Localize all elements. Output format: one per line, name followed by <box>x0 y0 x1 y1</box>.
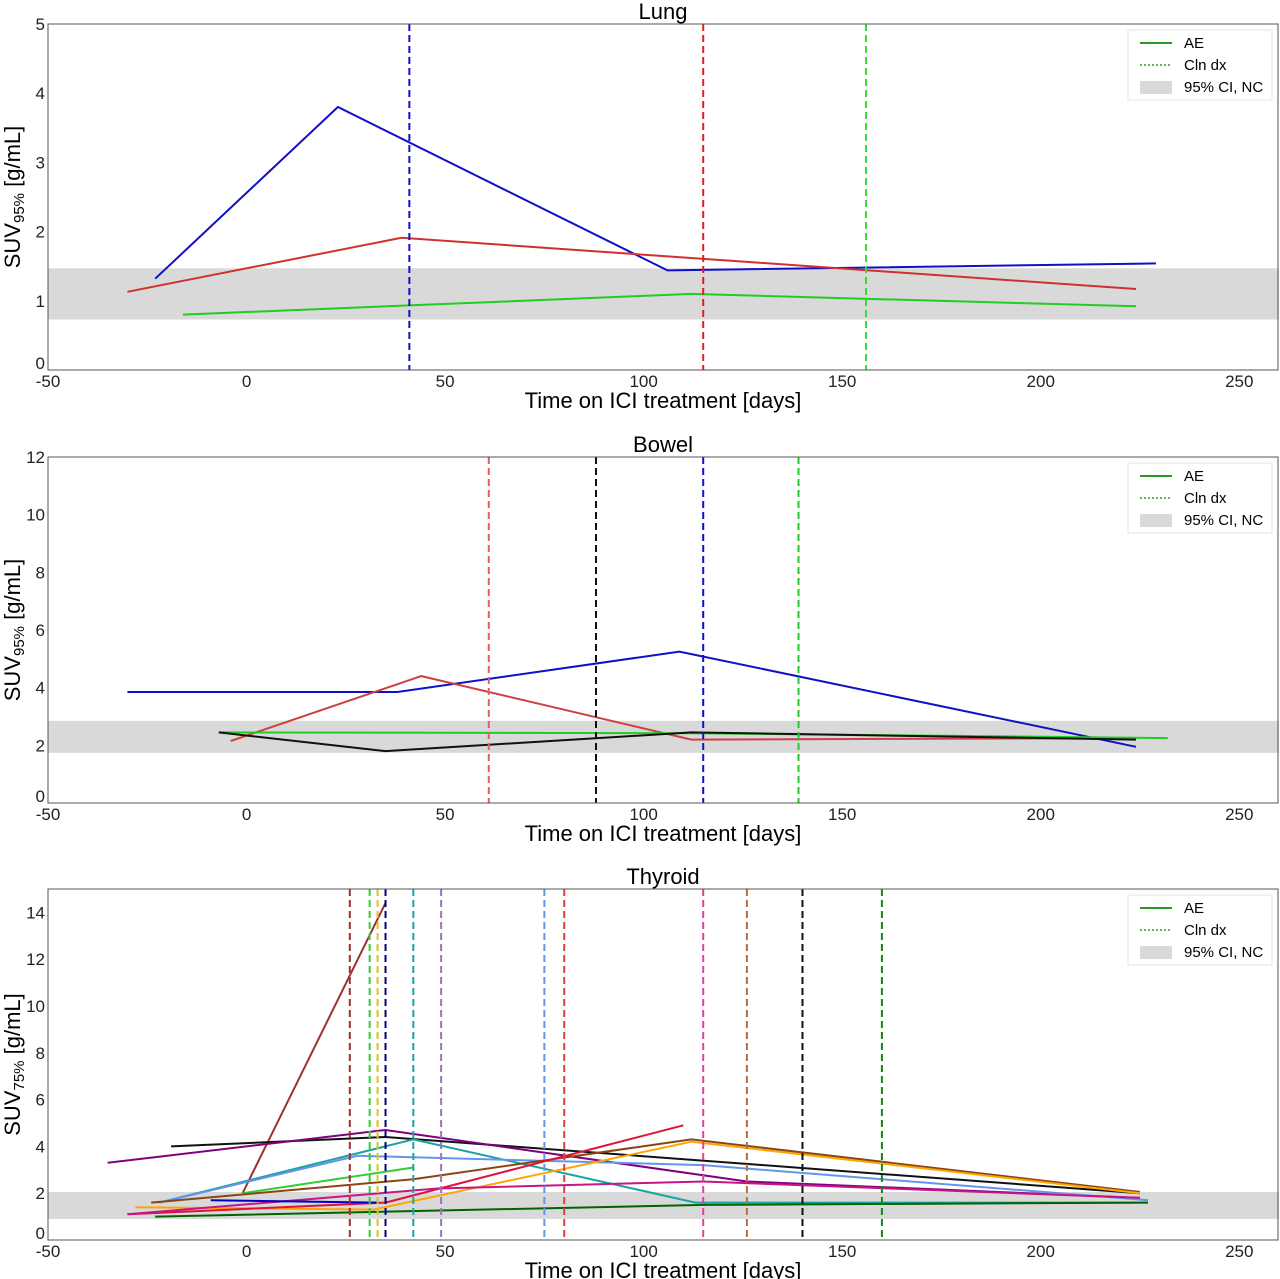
y-tick-label: 2 <box>36 1184 45 1203</box>
subplot-thyroid: -50 0 50 100 150 200 25002468101214ThyroidTime… <box>0 864 1279 1279</box>
legend-ci-swatch <box>1140 514 1172 527</box>
y-tick-label: 12 <box>26 448 45 467</box>
x-tick-label: 250 <box>1225 372 1253 391</box>
y-axis-label: SUV95% [g/mL] <box>0 559 28 702</box>
y-tick-label: 4 <box>36 679 45 698</box>
x-tick-label: 100 <box>629 805 657 824</box>
x-tick-label: -50 <box>36 805 61 824</box>
y-tick-label: 8 <box>36 563 45 582</box>
series-line-1 <box>230 675 1137 742</box>
series-line-0 <box>127 650 1137 748</box>
subplot-title: Bowel <box>633 432 693 457</box>
legend-ae-label: AE <box>1184 900 1204 917</box>
subplot-title: Thyroid <box>626 864 699 889</box>
legend-clndx-label: Cln dx <box>1184 490 1227 507</box>
legend-ci-label: 95% CI, NC <box>1184 79 1263 96</box>
subplot-title: Lung <box>639 0 688 24</box>
y-tick-label: 14 <box>26 903 45 922</box>
legend-ae-label: AE <box>1184 35 1204 52</box>
y-axis-label-unit: [g/mL] <box>0 126 25 193</box>
y-axis-label-subscript: 95% <box>11 626 28 656</box>
x-tick-label: -50 <box>36 1242 61 1261</box>
series-line-3 <box>218 731 1137 753</box>
x-tick-label: 50 <box>436 805 455 824</box>
y-axis-label: SUV75% [g/mL] <box>0 993 28 1136</box>
x-tick-label: 150 <box>828 1242 856 1261</box>
x-tick-label: 50 <box>436 1242 455 1261</box>
series-line-2 <box>182 292 1137 316</box>
x-tick-label: 250 <box>1225 805 1253 824</box>
legend-clndx-label: Cln dx <box>1184 57 1227 74</box>
x-axis-label: Time on ICI treatment [days] <box>525 388 802 413</box>
plot-frame <box>47 456 1279 804</box>
legend-ci-swatch <box>1140 81 1172 94</box>
y-tick-label: 1 <box>36 292 45 311</box>
y-tick-label: 10 <box>26 506 45 525</box>
y-tick-label: 5 <box>36 15 45 34</box>
series-line-11 <box>155 1201 1149 1218</box>
y-tick-label: 2 <box>36 223 45 242</box>
legend: AE Cln dx 95% CI, NC <box>1127 894 1273 966</box>
x-tick-label: 150 <box>828 372 856 391</box>
x-tick-label: 200 <box>1027 1242 1055 1261</box>
x-axis-label: Time on ICI treatment [days] <box>525 1258 802 1279</box>
y-tick-label: 6 <box>36 1091 45 1110</box>
y-axis-label-base: SUV <box>0 223 25 269</box>
y-axis-label-unit: [g/mL] <box>0 559 25 626</box>
y-tick-label: 3 <box>36 153 45 172</box>
legend-box <box>1127 29 1273 101</box>
y-tick-label: 0 <box>36 354 45 373</box>
legend: AE Cln dx 95% CI, NC <box>1127 462 1273 534</box>
y-tick-label: 2 <box>36 736 45 755</box>
x-tick-label: 100 <box>629 372 657 391</box>
series-line-0 <box>154 105 1156 280</box>
x-tick-label: -50 <box>36 372 61 391</box>
x-tick-label: 200 <box>1027 372 1055 391</box>
legend-ci-swatch <box>1140 946 1172 959</box>
series-line-0 <box>241 902 387 1194</box>
legend-clndx-label: Cln dx <box>1184 922 1227 939</box>
x-tick-label: 0 <box>242 1242 251 1261</box>
y-axis-label-subscript: 75% <box>11 1060 28 1090</box>
y-tick-label: 4 <box>36 84 45 103</box>
legend-ae-label: AE <box>1184 468 1204 485</box>
series-line-5 <box>242 1166 414 1195</box>
legend: AE Cln dx 95% CI, NC <box>1127 29 1273 101</box>
series-line-4 <box>158 1154 1149 1204</box>
legend-ci-label: 95% CI, NC <box>1184 944 1263 961</box>
x-tick-label: 50 <box>436 372 455 391</box>
legend-ci-label: 95% CI, NC <box>1184 512 1263 529</box>
y-axis-label-base: SUV <box>0 1090 25 1136</box>
x-tick-label: 150 <box>828 805 856 824</box>
y-tick-label: 8 <box>36 1044 45 1063</box>
y-tick-label: 12 <box>26 950 45 969</box>
x-tick-label: 0 <box>242 805 251 824</box>
y-tick-label: 6 <box>36 621 45 640</box>
x-tick-label: 100 <box>629 1242 657 1261</box>
y-axis-label-subscript: 95% <box>11 193 28 223</box>
y-tick-label: 0 <box>36 787 45 806</box>
y-tick-label: 0 <box>36 1224 45 1243</box>
x-axis-label: Time on ICI treatment [days] <box>525 821 802 846</box>
plot-frame <box>47 23 1279 371</box>
plot-frame <box>47 888 1279 1241</box>
x-tick-label: 200 <box>1027 805 1055 824</box>
y-tick-label: 10 <box>26 997 45 1016</box>
y-axis-label-base: SUV <box>0 656 25 702</box>
x-tick-label: 0 <box>242 372 251 391</box>
x-tick-label: 250 <box>1225 1242 1253 1261</box>
series-line-1 <box>127 236 1137 293</box>
y-axis-label: SUV95% [g/mL] <box>0 126 28 269</box>
y-axis-label-unit: [g/mL] <box>0 993 25 1060</box>
y-tick-label: 4 <box>36 1137 45 1156</box>
